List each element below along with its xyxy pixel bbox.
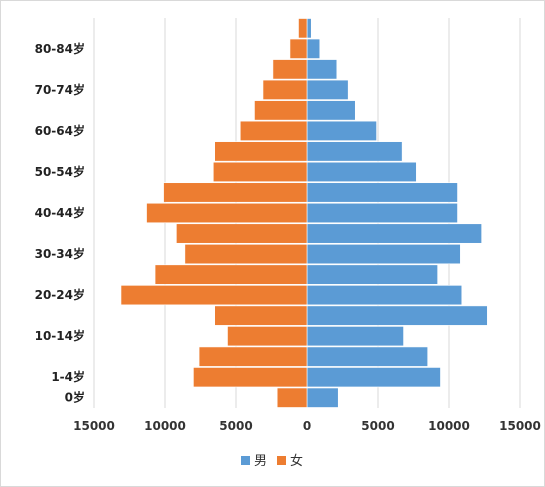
bar-male xyxy=(306,120,377,141)
bar-female xyxy=(154,264,308,285)
bar-female xyxy=(120,285,308,306)
bar-male xyxy=(306,38,321,59)
bar-female xyxy=(276,387,308,408)
bar-male xyxy=(306,79,349,100)
legend: 男女 xyxy=(241,453,303,469)
legend-label: 男 xyxy=(254,454,267,469)
legend-swatch xyxy=(241,456,250,465)
bar-male xyxy=(306,223,482,244)
bar-male xyxy=(306,202,458,224)
x-tick-label: 15000 xyxy=(73,419,115,433)
bar-male xyxy=(306,100,356,121)
bar-female xyxy=(198,346,308,367)
bar-male xyxy=(306,326,404,347)
y-tick-label: 20-24岁 xyxy=(35,287,85,302)
bar-female xyxy=(193,367,308,388)
x-axis-labels: 15000 10000 5000 0 5000 10000 15000 xyxy=(73,419,541,433)
legend-label: 女 xyxy=(290,453,303,469)
bar-female xyxy=(262,79,308,100)
bar-female xyxy=(214,305,308,326)
y-tick-label: 0岁 xyxy=(65,390,85,405)
x-tick-label: 10000 xyxy=(428,419,470,433)
bar-male xyxy=(306,367,441,388)
bar-male xyxy=(306,18,312,39)
y-tick-label: 60-64岁 xyxy=(35,123,85,138)
bar-female xyxy=(176,223,308,244)
y-tick-label: 30-34岁 xyxy=(35,246,85,261)
y-tick-label: 80-84岁 xyxy=(35,41,85,56)
bar-male xyxy=(306,387,339,408)
bar-male xyxy=(306,59,338,80)
bars xyxy=(120,18,488,408)
y-tick-label: 10-14岁 xyxy=(35,328,85,343)
x-tick-label: 10000 xyxy=(144,419,186,433)
bar-male xyxy=(306,161,417,182)
bar-female xyxy=(214,141,308,162)
bar-female xyxy=(298,18,308,39)
bar-male xyxy=(306,285,463,306)
x-tick-label: 0 xyxy=(303,419,311,433)
bar-female xyxy=(146,202,308,224)
x-tick-label: 15000 xyxy=(499,419,541,433)
y-tick-label: 50-54岁 xyxy=(35,164,85,179)
y-tick-label: 1-4岁 xyxy=(51,369,85,384)
bar-female xyxy=(212,161,308,182)
bar-female xyxy=(184,244,308,265)
bar-female xyxy=(254,100,308,121)
bar-female xyxy=(289,38,308,59)
bar-male xyxy=(306,305,488,326)
legend-swatch xyxy=(277,456,286,465)
bar-female xyxy=(163,182,308,203)
bar-male xyxy=(306,244,461,265)
bar-male xyxy=(306,264,438,285)
bar-female xyxy=(272,59,308,80)
y-axis-labels: 0岁 1-4岁 10-14岁 20-24岁 30-34岁 40-44岁 50-54岁 60-6… xyxy=(35,41,85,405)
x-tick-label: 5000 xyxy=(361,419,394,433)
y-tick-label: 70-74岁 xyxy=(35,82,85,97)
x-tick-label: 5000 xyxy=(219,419,252,433)
bar-female xyxy=(239,120,308,141)
y-tick-label: 40-44岁 xyxy=(35,205,85,220)
bar-female xyxy=(227,326,308,347)
bar-male xyxy=(306,346,428,367)
bar-male xyxy=(306,182,458,203)
bar-male xyxy=(306,141,403,162)
